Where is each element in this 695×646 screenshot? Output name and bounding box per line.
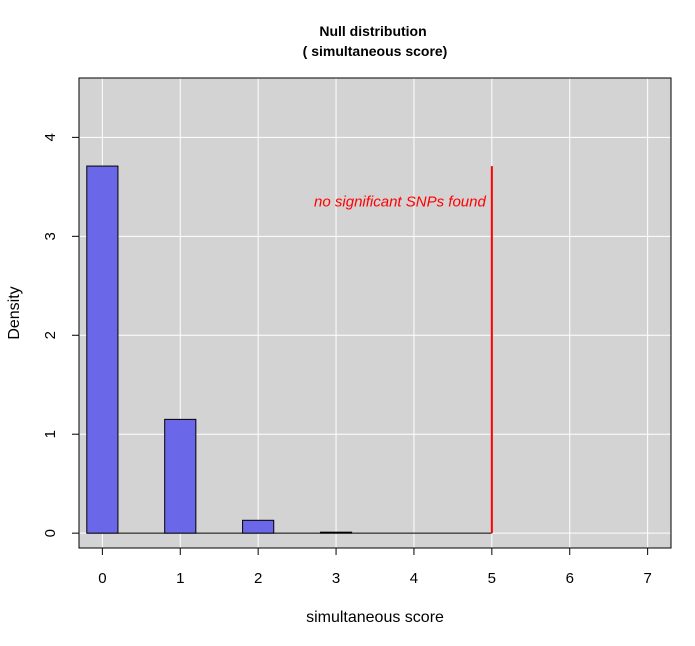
bar-0 bbox=[86, 165, 119, 534]
bars bbox=[86, 165, 353, 534]
x-tick-label-5: 5 bbox=[488, 570, 496, 587]
y-tick-label-3: 3 bbox=[42, 232, 59, 240]
x-tick-label-1: 1 bbox=[176, 570, 184, 587]
x-tick-label-2: 2 bbox=[254, 570, 262, 587]
x-tick-label-4: 4 bbox=[410, 570, 418, 587]
y-tick-label-1: 1 bbox=[42, 430, 59, 438]
y-axis: 0 1 2 3 4 bbox=[42, 133, 80, 537]
bar-2 bbox=[242, 519, 275, 534]
y-tick-label-0: 0 bbox=[42, 529, 59, 537]
x-axis: 0 1 2 3 4 5 6 7 bbox=[98, 547, 652, 587]
x-tick-label-6: 6 bbox=[566, 570, 574, 587]
x-tick-label-0: 0 bbox=[98, 570, 106, 587]
x-tick-label-7: 7 bbox=[643, 570, 651, 587]
bar-1 bbox=[164, 418, 197, 534]
chart-title: Null distribution bbox=[319, 23, 426, 39]
x-axis-label: simultaneous score bbox=[306, 609, 444, 626]
annotation: no significant SNPs found bbox=[314, 194, 486, 211]
y-tick-label-4: 4 bbox=[42, 133, 59, 141]
y-axis-label: Density bbox=[6, 286, 23, 339]
bar-3 bbox=[319, 531, 353, 534]
x-tick-label-3: 3 bbox=[332, 570, 340, 587]
chart-subtitle: ( simultaneous score) bbox=[303, 43, 448, 59]
y-tick-label-2: 2 bbox=[42, 331, 59, 339]
